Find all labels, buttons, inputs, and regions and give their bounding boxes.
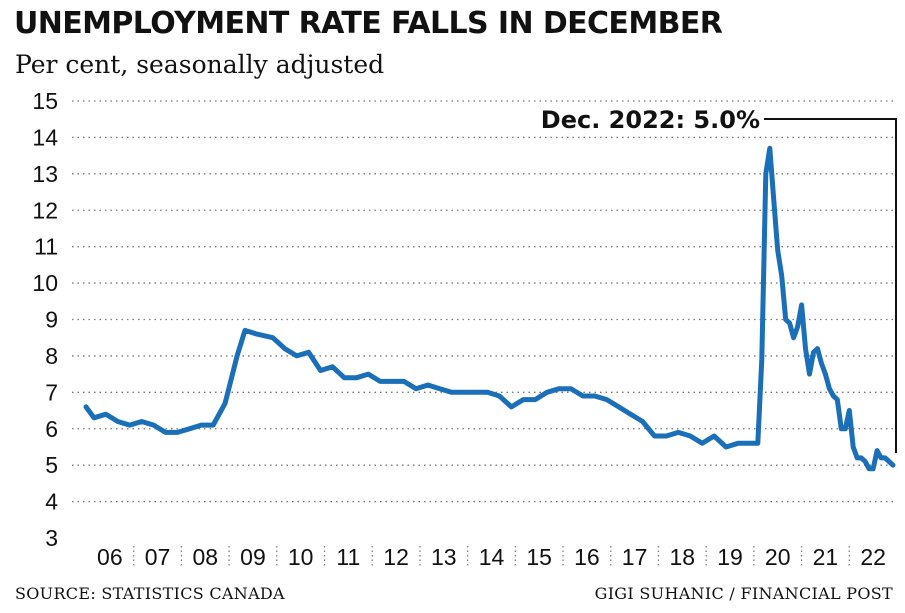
credit-note: GIGI SUHANIC / FINANCIAL POST [594, 584, 893, 603]
chart-title: UNEMPLOYMENT RATE FALLS IN DECEMBER [14, 6, 723, 41]
y-tick-label: 7 [45, 379, 58, 405]
y-tick-label: 13 [32, 161, 58, 187]
x-tick-label: 09 [240, 544, 266, 570]
x-tick-label: 21 [813, 544, 839, 570]
y-tick-label: 14 [32, 124, 58, 150]
x-axis-ticks: 06 07 08 09 10 11 12 13 14 15 16 17 18 19 20 21 22 [97, 544, 886, 570]
x-tick-label: 11 [336, 544, 360, 570]
y-tick-label: 9 [45, 307, 58, 333]
x-tick-label: 16 [574, 544, 600, 570]
x-tick-label: 18 [670, 544, 696, 570]
y-tick-label: 3 [45, 525, 58, 551]
y-tick-label: 10 [32, 270, 58, 296]
annotation-label: Dec. 2022: 5.0% [541, 106, 760, 134]
y-tick-label: 15 [32, 88, 58, 114]
y-tick-label: 6 [45, 416, 58, 442]
x-tick-label: 08 [192, 544, 218, 570]
y-tick-label: 4 [45, 489, 58, 515]
source-note: SOURCE: STATISTICS CANADA [15, 584, 285, 603]
x-tick-label: 12 [383, 544, 409, 570]
chart-subtitle: Per cent, seasonally adjusted [15, 50, 385, 79]
line-chart: 3 4 5 6 7 8 9 10 11 12 13 14 15 06 07 08 09 10 11 12 13 14 15… [32, 88, 897, 570]
y-axis-ticks: 3 4 5 6 7 8 9 10 11 12 13 14 15 [32, 88, 58, 551]
x-axis-dividers [133, 546, 850, 566]
x-tick-label: 07 [145, 544, 171, 570]
x-tick-label: 22 [860, 544, 886, 570]
x-tick-label: 15 [526, 544, 552, 570]
x-tick-label: 13 [431, 544, 457, 570]
annotation-leader-line [764, 118, 897, 454]
y-tick-label: 12 [32, 197, 58, 223]
x-tick-label: 17 [622, 544, 648, 570]
x-tick-label: 19 [717, 544, 743, 570]
x-tick-label: 20 [765, 544, 791, 570]
y-tick-label: 11 [34, 234, 58, 260]
x-tick-label: 14 [479, 544, 505, 570]
x-tick-label: 10 [288, 544, 314, 570]
y-tick-label: 5 [45, 452, 58, 478]
y-tick-label: 8 [45, 343, 58, 369]
x-tick-label: 06 [97, 544, 123, 570]
unemployment-rate-line [83, 145, 896, 472]
